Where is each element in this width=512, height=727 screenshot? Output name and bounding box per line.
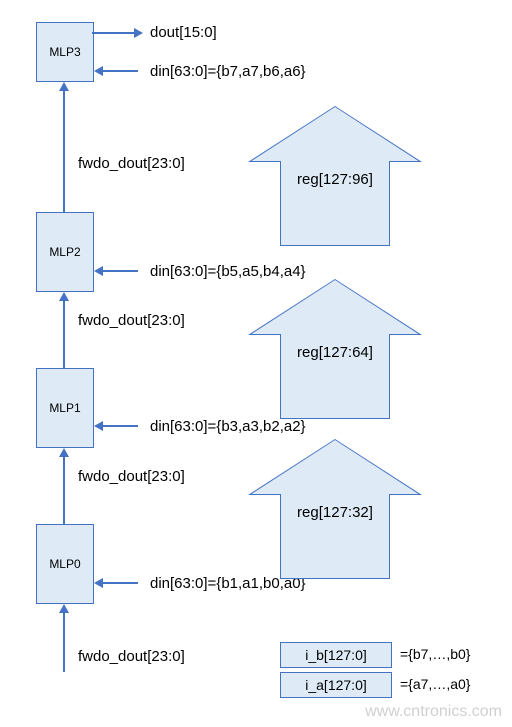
fwdo23-head	[59, 82, 69, 91]
mlp0-label: MLP0	[49, 557, 80, 571]
legend-ib-box: i_b[127:0]	[280, 642, 392, 668]
legend-ib-label: i_b[127:0]	[305, 647, 367, 663]
mlp1-label: MLP1	[49, 401, 80, 415]
fwdo23-label: fwdo_dout[23:0]	[78, 155, 185, 172]
fwdo-in-head	[59, 604, 69, 613]
din3-arrow-line	[102, 70, 138, 72]
legend-ia-eq: ={a7,…,a0}	[400, 676, 470, 692]
din1-label: din[63:0]={b3,a3,b2,a2}	[150, 418, 306, 435]
reg-arrow-0: reg[127:96]	[250, 107, 420, 237]
reg-arrow-2: reg[127:32]	[250, 440, 420, 570]
din2-label: din[63:0]={b5,a5,b4,a4}	[150, 263, 306, 280]
fwdo23-line	[63, 90, 65, 212]
fwdo-in-label: fwdo_dout[23:0]	[78, 648, 185, 665]
dout-label: dout[15:0]	[150, 24, 217, 41]
din0-arrow-head	[94, 578, 103, 588]
legend-ib-eq: ={b7,…,b0}	[400, 646, 470, 662]
diagram-canvas: MLP3 MLP2 MLP1 MLP0 dout[15:0] din[63:0]…	[0, 0, 512, 727]
fwdo01-line	[63, 456, 65, 524]
legend-ia-label: i_a[127:0]	[305, 677, 367, 693]
watermark: www.cntronics.com	[365, 703, 502, 721]
reg-arrow-2-label: reg[127:32]	[297, 504, 373, 521]
fwdo12-head	[59, 292, 69, 301]
din2-arrow-line	[102, 270, 138, 272]
din1-arrow-line	[102, 425, 138, 427]
din3-arrow-head	[94, 66, 103, 76]
fwdo12-label: fwdo_dout[23:0]	[78, 312, 185, 329]
fwdo12-line	[63, 300, 65, 368]
din2-arrow-head	[94, 266, 103, 276]
reg-arrow-1: reg[127:64]	[250, 280, 420, 410]
fwdo-in-line	[63, 612, 65, 672]
reg-arrow-0-label: reg[127:96]	[297, 171, 373, 188]
fwdo01-label: fwdo_dout[23:0]	[78, 468, 185, 485]
din0-arrow-line	[102, 582, 138, 584]
din3-label: din[63:0]={b7,a7,b6,a6}	[150, 63, 306, 80]
fwdo01-head	[59, 448, 69, 457]
mlp2-box: MLP2	[36, 212, 94, 292]
mlp2-label: MLP2	[49, 245, 80, 259]
din1-arrow-head	[94, 421, 103, 431]
reg-arrow-1-label: reg[127:64]	[297, 344, 373, 361]
mlp3-label: MLP3	[49, 45, 80, 59]
dout-arrow-line	[92, 32, 134, 34]
mlp3-box: MLP3	[36, 22, 94, 82]
mlp0-box: MLP0	[36, 524, 94, 604]
dout-arrow-head	[134, 28, 143, 38]
legend-ia-box: i_a[127:0]	[280, 672, 392, 698]
mlp1-box: MLP1	[36, 368, 94, 448]
